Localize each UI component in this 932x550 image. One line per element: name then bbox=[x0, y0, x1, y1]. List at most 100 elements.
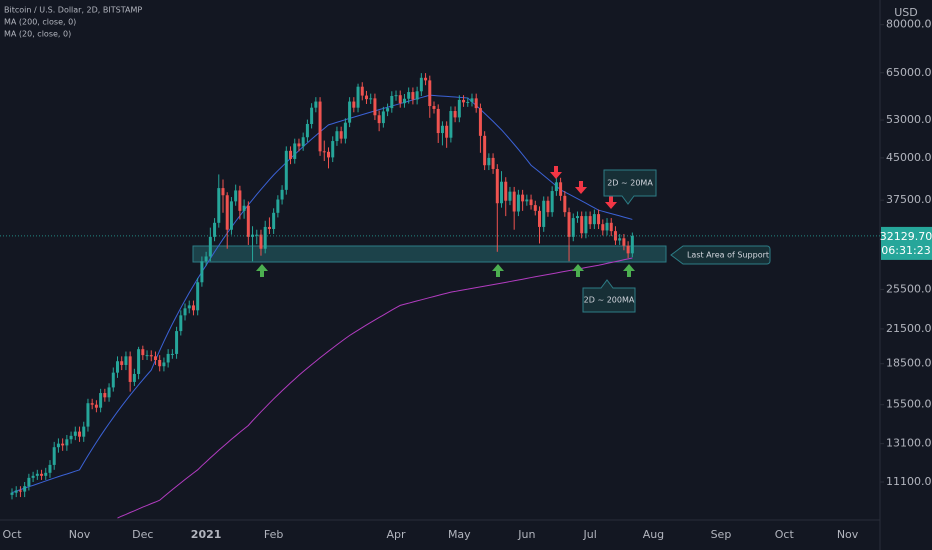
candle-body bbox=[128, 356, 132, 382]
x-tick-label: Nov bbox=[837, 528, 859, 541]
candle-body bbox=[293, 143, 297, 159]
candle-body bbox=[259, 234, 263, 249]
candle-body bbox=[124, 356, 128, 365]
candle-body bbox=[183, 308, 187, 316]
candle-body bbox=[605, 222, 609, 231]
candle-body bbox=[179, 315, 183, 332]
candle-body bbox=[348, 101, 352, 123]
y-tick-label: 13100.00 bbox=[886, 437, 932, 450]
candle-body bbox=[35, 473, 39, 476]
candle-body bbox=[588, 216, 592, 225]
candle-body bbox=[525, 199, 529, 202]
candle-body bbox=[491, 157, 495, 169]
candle-body bbox=[191, 305, 195, 311]
candle-body bbox=[428, 80, 432, 107]
candle-body bbox=[255, 234, 259, 236]
x-tick-label: Feb bbox=[264, 528, 283, 541]
currency-label: USD bbox=[894, 6, 918, 19]
candle-body bbox=[196, 282, 200, 311]
legend-entry: MA (20, close, 0) bbox=[4, 30, 71, 39]
plot-area bbox=[0, 73, 880, 519]
candle-body bbox=[601, 224, 605, 231]
candle-body bbox=[322, 151, 326, 153]
candle-body bbox=[339, 131, 343, 139]
candle-body bbox=[289, 150, 293, 159]
candle-body bbox=[584, 216, 588, 234]
candle-body bbox=[61, 443, 65, 446]
candle-body bbox=[158, 359, 162, 367]
x-tick-label: Jul bbox=[582, 528, 596, 541]
x-tick-label: Dec bbox=[132, 528, 153, 541]
candle-body bbox=[116, 361, 119, 373]
x-tick-label: Oct bbox=[775, 528, 795, 541]
candle-body bbox=[31, 475, 35, 478]
candle-body bbox=[217, 188, 221, 223]
candle-body bbox=[521, 194, 525, 202]
up-arrow bbox=[256, 264, 268, 277]
candle-body bbox=[221, 188, 225, 196]
candle-body bbox=[483, 135, 487, 166]
candle-body bbox=[440, 125, 444, 134]
callout-box bbox=[603, 169, 657, 205]
candle-body bbox=[546, 200, 550, 213]
axes: 80000.00 65000.00 53000.00 45000.00 37500.00… bbox=[2, 18, 932, 541]
annotation: 2D ~ 200MA bbox=[584, 296, 635, 305]
candle-body bbox=[120, 361, 124, 365]
y-tick-label: 80000.00 bbox=[886, 18, 932, 31]
candle-body bbox=[575, 216, 579, 219]
candle-body bbox=[301, 137, 305, 147]
candle-body bbox=[500, 181, 504, 204]
y-tick-label: 21500.00 bbox=[886, 322, 932, 335]
candle-body bbox=[145, 355, 149, 357]
ma-line bbox=[117, 257, 633, 519]
candle-body bbox=[415, 91, 419, 100]
candle-body bbox=[542, 200, 546, 227]
candle-body bbox=[449, 111, 453, 138]
candle-body bbox=[335, 131, 339, 142]
candle-body bbox=[626, 245, 630, 254]
candle-body bbox=[390, 95, 394, 109]
candle-body bbox=[516, 194, 520, 212]
candle-body bbox=[419, 77, 423, 92]
candle-body bbox=[563, 195, 567, 213]
candle-body bbox=[137, 349, 141, 374]
candle-body bbox=[609, 222, 613, 232]
candle-body bbox=[86, 403, 90, 427]
candle-body bbox=[56, 443, 60, 448]
candle-body bbox=[272, 212, 276, 230]
candle-body bbox=[225, 195, 229, 230]
candle-body bbox=[27, 477, 31, 487]
candle-body bbox=[369, 98, 373, 100]
legend-entry: MA (200, close, 0) bbox=[4, 18, 76, 27]
candle-body bbox=[153, 356, 157, 360]
x-tick-label: 2021 bbox=[191, 528, 222, 541]
candle-body bbox=[10, 492, 14, 495]
candle-body bbox=[352, 101, 356, 108]
candle-body bbox=[297, 143, 301, 147]
up-arrow bbox=[572, 264, 584, 277]
candle-body bbox=[411, 92, 415, 100]
x-tick-label: Sep bbox=[711, 528, 732, 541]
candle-body bbox=[40, 473, 44, 476]
candle-body bbox=[504, 181, 508, 201]
candle-body bbox=[512, 191, 516, 212]
candle-body bbox=[622, 238, 626, 246]
x-tick-label: Aug bbox=[643, 528, 664, 541]
candle-body bbox=[630, 235, 634, 254]
up-arrow bbox=[492, 264, 504, 277]
x-tick-label: Apr bbox=[387, 528, 407, 541]
candle-body bbox=[267, 226, 271, 230]
candle-body bbox=[187, 305, 191, 309]
candle-body bbox=[386, 108, 390, 112]
candle-body bbox=[242, 205, 246, 211]
candle-body bbox=[18, 490, 22, 492]
y-tick-label: 53000.00 bbox=[886, 113, 932, 126]
candle-body bbox=[580, 216, 584, 234]
down-arrow bbox=[605, 196, 617, 209]
candle-body bbox=[310, 107, 314, 124]
candle-body bbox=[111, 372, 115, 388]
candle-body bbox=[318, 101, 322, 152]
candle-body bbox=[457, 99, 461, 118]
countdown-label: 06:31:23 bbox=[881, 244, 930, 257]
candle-body bbox=[229, 201, 233, 230]
